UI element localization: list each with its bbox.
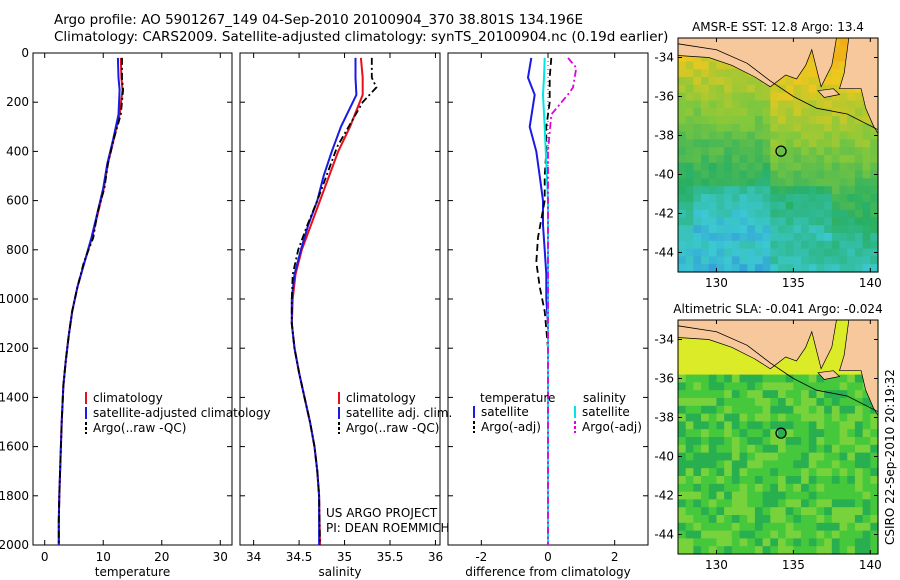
float-position-marker <box>775 427 787 439</box>
legend-entry: satellite <box>481 405 529 419</box>
map-title: Altimetric SLA: -0.041 Argo: -0.024 <box>673 302 882 316</box>
legend-entry: satellite-adjusted climatology <box>93 406 271 420</box>
float-position-marker <box>775 145 787 157</box>
map-panel-sst <box>677 37 879 273</box>
legend-entry: satellite adj. clim. <box>346 406 452 420</box>
map-frame-1 <box>677 319 879 555</box>
shelf-contour <box>677 325 879 413</box>
map-panel-sla <box>677 319 879 555</box>
x-tick-label: 36 <box>428 550 443 564</box>
y-tick-label: 2000 <box>0 538 29 552</box>
y-tick-label: 600 <box>6 194 29 208</box>
x-tick-label: 0 <box>544 550 552 564</box>
x-tick-label: 2 <box>611 550 619 564</box>
x-tick-label: 0 <box>41 550 49 564</box>
y-tick-label: 1000 <box>0 292 29 306</box>
map-x-tick-label: 135 <box>782 276 805 290</box>
legend-entry: climatology <box>346 391 416 405</box>
map-y-tick-label: -36 <box>654 90 674 104</box>
x-tick-label: 30 <box>213 550 228 564</box>
map-y-tick-label: -44 <box>654 246 674 260</box>
map-y-tick-label: -36 <box>654 372 674 386</box>
legend-entry: Argo(..raw -QC) <box>346 421 439 435</box>
map-y-tick-label: -34 <box>654 51 674 65</box>
y-tick-label: 1800 <box>0 489 29 503</box>
x-tick-label: 35 <box>337 550 352 564</box>
legend-entry: Argo(..raw -QC) <box>93 421 186 435</box>
legend-entry: climatology <box>93 391 163 405</box>
y-tick-label: 400 <box>6 144 29 158</box>
x-axis-label: salinity <box>318 565 361 579</box>
figure-title-line1: Argo profile: AO 5901267_149 04-Sep-2010… <box>54 12 583 28</box>
map-x-tick-label: 140 <box>859 276 882 290</box>
map-x-tick-label: 130 <box>705 276 728 290</box>
y-tick-label: 0 <box>21 46 29 60</box>
y-tick-label: 1600 <box>0 440 29 454</box>
legend-title-temperature: temperature <box>480 391 555 405</box>
x-axis-label: temperature <box>95 565 170 579</box>
project-label: US ARGO PROJECT <box>326 506 438 520</box>
map-y-tick-label: -42 <box>654 207 674 221</box>
legend-title-salinity: salinity <box>583 391 626 405</box>
series-line-argo-raw-qc- <box>57 57 125 545</box>
kangaroo-island <box>817 370 841 380</box>
map-y-tick-label: -42 <box>654 489 674 503</box>
x-tick-label: 34 <box>246 550 261 564</box>
map-x-tick-label: 140 <box>859 558 882 572</box>
map-y-tick-label: -40 <box>654 168 674 182</box>
legend-entry: Argo(-adj) <box>481 420 541 434</box>
credit-label: CSIRO 22-Sep-2010 20:19:32 <box>883 369 897 545</box>
map-y-tick-label: -38 <box>654 129 674 143</box>
map-y-tick-label: -44 <box>654 528 674 542</box>
x-tick-label: 35.5 <box>377 550 404 564</box>
map-y-tick-label: -34 <box>654 333 674 347</box>
x-axis-label: difference from climatology <box>465 565 631 579</box>
y-tick-label: 200 <box>6 95 29 109</box>
y-tick-label: 1200 <box>0 341 29 355</box>
x-tick-label: 34.5 <box>286 550 313 564</box>
series-line-argo-raw-qc- <box>290 57 378 546</box>
legend-entry: Argo(-adj) <box>582 420 642 434</box>
x-tick-label: -2 <box>475 550 487 564</box>
map-y-tick-label: -40 <box>654 450 674 464</box>
pi-label: PI: DEAN ROEMMICH <box>326 521 449 535</box>
map-x-tick-label: 130 <box>705 558 728 572</box>
y-tick-label: 1400 <box>0 390 29 404</box>
map-frame-0 <box>677 37 879 273</box>
figure-title-line2: Climatology: CARS2009. Satellite-adjuste… <box>54 29 669 45</box>
x-tick-label: 10 <box>96 550 111 564</box>
map-title: AMSR-E SST: 12.8 Argo: 13.4 <box>692 20 864 34</box>
plot-frame-0 <box>32 52 233 546</box>
shelf-contour <box>677 43 879 131</box>
plot-frame-1 <box>239 52 441 546</box>
map-y-tick-label: -38 <box>654 411 674 425</box>
map-x-tick-label: 135 <box>782 558 805 572</box>
legend-entry: satellite <box>582 405 630 419</box>
kangaroo-island <box>817 88 841 98</box>
x-tick-label: 20 <box>154 550 169 564</box>
y-tick-label: 800 <box>6 243 29 257</box>
